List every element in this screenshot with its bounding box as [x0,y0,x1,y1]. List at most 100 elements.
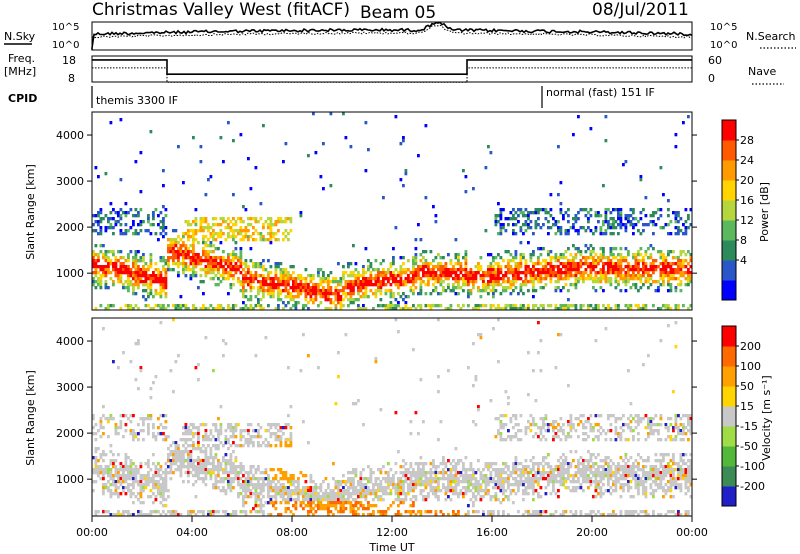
range-time-cell [652,247,655,251]
range-time-cell [379,271,383,275]
range-time-cell [202,444,205,448]
range-time-cell [674,304,678,308]
range-time-cell [414,268,418,272]
range-time-cell [529,471,533,475]
range-time-cell [489,271,493,275]
range-time-cell [657,307,660,311]
range-time-cell [502,208,505,212]
range-time-cell [177,465,180,469]
range-time-cell [494,283,498,287]
range-time-cell [354,274,358,278]
range-time-cell [184,465,188,469]
range-time-cell [282,474,285,478]
range-time-cell [194,432,198,436]
range-time-cell [167,265,170,269]
range-time-cell [352,483,355,487]
range-time-cell [359,492,363,496]
range-time-cell [189,259,193,263]
range-time-cell [367,486,370,490]
range-time-cell [254,495,258,499]
range-time-cell [454,474,458,478]
range-time-cell [412,474,415,478]
range-time-cell [222,510,225,514]
range-time-cell [94,268,98,272]
range-time-cell [499,229,503,233]
range-time-cell [424,462,428,466]
range-time-cell [649,274,653,278]
range-time-cell [449,268,453,272]
range-time-cell [289,510,293,514]
range-time-cell [544,217,548,221]
range-time-cell [282,483,285,487]
range-time-cell [232,265,235,269]
range-time-cell [134,265,138,269]
range-time-cell [534,489,538,493]
range-time-cell [587,265,590,269]
range-time-cell [92,277,95,281]
range-time-cell [572,268,575,272]
range-time-cell [229,459,233,463]
range-time-cell [307,292,310,296]
range-time-cell [374,492,378,496]
range-time-cell [234,265,238,269]
range-time-cell [372,277,375,281]
range-time-cell [447,486,450,490]
range-time-cell [174,241,178,245]
range-time-cell [257,441,260,445]
range-time-cell [249,423,253,427]
range-time-cell [192,441,195,445]
range-time-cell [402,486,405,490]
range-time-cell [317,286,320,290]
range-time-cell [349,301,353,305]
range-time-cell [644,265,648,269]
range-time-cell [289,277,293,281]
range-time-cell [317,268,320,272]
range-time-cell [259,471,263,475]
range-time-cell [364,507,368,511]
range-time-cell [559,256,563,260]
range-time-cell [314,292,318,296]
range-time-cell [257,301,260,305]
range-time-cell [297,477,300,481]
range-time-cell [279,280,283,284]
range-time-cell [334,495,338,499]
range-time-cell [412,495,415,499]
range-time-cell [342,286,345,290]
range-time-cell [114,465,118,469]
range-time-cell [192,136,195,140]
range-time-cell [432,304,435,308]
range-time-cell [594,304,598,308]
range-time-cell [169,450,173,454]
range-time-cell [127,456,130,460]
range-time-cell [234,426,238,430]
range-time-cell [419,277,423,281]
range-time-cell [149,417,153,421]
range-time-cell [192,247,195,251]
range-time-cell [199,471,203,475]
range-time-cell [149,387,153,391]
range-time-cell [317,271,320,275]
range-time-cell [524,223,528,227]
range-time-cell [412,271,415,275]
range-time-cell [492,477,495,481]
range-time-cell [232,465,235,469]
range-time-cell [94,468,98,472]
range-time-cell [534,289,538,293]
range-time-cell [282,489,285,493]
range-time-cell [444,471,448,475]
range-time-cell [379,286,383,290]
range-time-cell [454,471,458,475]
range-time-cell [457,495,460,499]
range-time-cell [309,507,313,511]
range-time-cell [532,489,535,493]
range-time-cell [294,277,298,281]
range-time-cell [532,483,535,487]
range-time-cell [512,468,515,472]
range-time-cell [367,501,370,505]
range-time-cell [147,426,150,430]
range-time-cell [614,265,618,269]
range-time-cell [147,268,150,272]
range-time-cell [152,435,155,439]
range-time-cell [432,283,435,287]
range-time-cell [509,259,513,263]
